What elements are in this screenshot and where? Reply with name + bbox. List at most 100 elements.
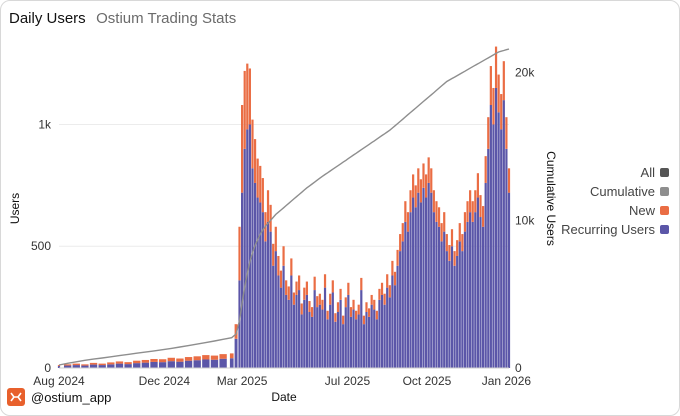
bar-new [487,117,490,149]
legend-item-recurring[interactable]: Recurring Users [561,220,669,239]
bar-new [266,190,270,222]
bar-new [246,63,249,130]
bar-recurring [505,148,508,368]
bar-new [292,292,296,305]
bar-recurring [471,221,474,368]
bar-recurring [502,100,505,369]
bar-recurring [323,287,327,368]
y-tick-label: 1k [38,117,52,131]
bar-new [463,212,467,232]
bar-recurring [321,309,324,368]
bar-new [243,70,246,149]
x-tick-label: Jan 2026 [482,374,532,388]
bar-recurring [430,192,433,368]
bar-new [406,212,410,232]
bar-recurring [419,202,423,368]
bar-new [450,229,454,247]
bar-new [305,281,308,295]
bar-recurring [282,265,285,368]
bar-recurring [365,311,368,368]
bar-new [310,307,314,317]
bar-new [318,293,321,305]
bar-recurring [261,212,264,368]
bar-new [437,207,441,227]
bar-recurring [167,361,175,368]
bar-recurring [295,294,298,368]
bar-recurring [406,231,410,368]
bar-new [150,358,158,362]
bar-recurring [310,316,314,368]
bar-recurring [355,319,358,368]
bar-new [430,168,433,193]
bar-new [412,174,415,198]
bar-recurring [404,221,407,368]
bar-recurring [414,207,417,368]
footer-handle[interactable]: @ostium_app [31,389,112,405]
bar-new [432,190,435,213]
bar-new [367,308,371,317]
bar-new [269,204,272,232]
bar-new [380,282,384,295]
bar-new [355,310,358,320]
bar-new [507,168,511,193]
bar-recurring [326,319,329,368]
bar-recurring [469,212,472,368]
bar-new [362,315,365,325]
bar-recurring [290,275,293,368]
bar-new [404,201,407,222]
bar-new [494,46,498,88]
bar-recurring [89,364,98,368]
bar-new [471,201,474,222]
bar-new [167,357,175,362]
legend-item-cumulative[interactable]: Cumulative [561,182,669,201]
bar-recurring [133,363,141,368]
legend-swatch-all [660,168,669,177]
bar-new [308,301,311,312]
bar-new [339,288,342,300]
bar-new [342,315,345,325]
bar-new [158,359,167,363]
bar-new [383,293,386,305]
bar-recurring [107,364,115,368]
bar-recurring [253,182,257,368]
bar-new [458,223,461,242]
bar-new [443,212,446,232]
bar-new [124,362,132,365]
bar-new [435,201,438,222]
legend-item-all[interactable]: All [561,163,669,182]
bar-new [313,276,316,291]
bar-recurring [393,285,397,368]
bar-new [414,185,417,208]
legend-swatch-recurring [660,225,669,234]
bar-recurring [360,290,363,368]
bar-new [279,270,283,288]
bar-new [378,288,381,300]
bar-recurring [219,358,227,368]
bar-recurring [388,297,391,368]
legend-label-new: New [628,203,655,218]
bar-new [287,286,290,300]
bar-new [115,361,124,364]
bar-recurring [176,361,184,368]
y-axis-title: Users [8,193,22,224]
bar-recurring [375,319,378,368]
bar-new [202,355,210,360]
bar-new [238,226,241,281]
bar-recurring [484,182,487,368]
bar-new [251,119,254,169]
bar-recurring [383,304,386,368]
legend-item-new[interactable]: New [561,201,669,220]
bar-recurring [256,197,259,368]
bar-recurring [396,265,399,368]
bar-recurring [272,265,275,368]
bar-recurring [98,365,106,368]
bar-recurring [507,192,511,368]
bar-recurring [373,309,376,368]
bar-recurring [298,290,301,368]
bar-new [241,105,244,193]
bar-recurring [487,148,490,368]
bar-recurring [448,260,451,368]
bar-recurring [300,314,303,368]
legend-label-recurring: Recurring Users [561,222,655,237]
bar-new [323,274,327,288]
